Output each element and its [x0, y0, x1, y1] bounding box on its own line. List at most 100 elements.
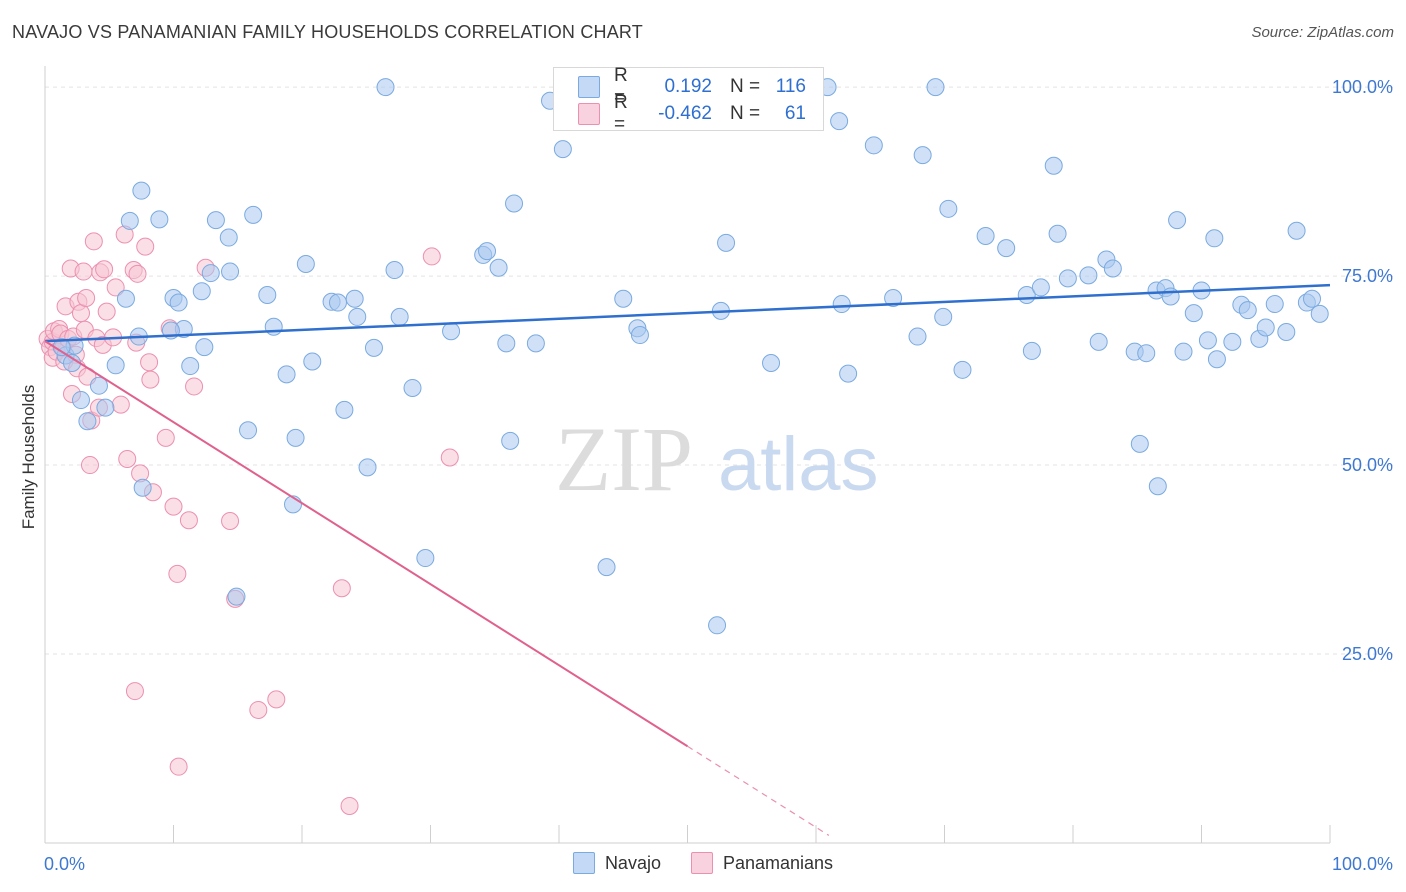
- legend-item-panamanians: Panamanians: [690, 852, 834, 874]
- navajo-point: [1058, 269, 1077, 288]
- panamanians-point: [77, 289, 96, 308]
- chart-title: NAVAJO VS PANAMANIAN FAMILY HOUSEHOLDS C…: [12, 22, 643, 42]
- navajo-point: [708, 616, 727, 635]
- navajo-point: [71, 391, 90, 410]
- navajo-point: [1310, 304, 1329, 323]
- trend-lines: [44, 283, 1331, 836]
- navajo-point: [501, 431, 520, 450]
- navajo-point: [221, 262, 240, 281]
- watermark-atlas: atlas: [718, 422, 879, 507]
- navajo-point: [1287, 221, 1306, 240]
- panamanians-point: [141, 370, 160, 389]
- navajo-point: [1238, 301, 1257, 320]
- navajo-point: [1184, 304, 1203, 323]
- navajo-point: [390, 307, 409, 326]
- panamanians-point: [140, 353, 159, 372]
- navajo-point: [832, 295, 851, 314]
- navajo-point: [296, 254, 315, 273]
- navajo-point: [1265, 295, 1284, 314]
- navajo-point: [244, 205, 263, 224]
- navajo-point: [1148, 477, 1167, 496]
- panamanians-point: [440, 448, 459, 467]
- panamanians-point: [106, 278, 125, 297]
- navajo-point: [403, 378, 422, 397]
- navajo-point: [364, 338, 383, 357]
- y-tick-label: 50.0%: [1342, 455, 1393, 475]
- r-label: R =: [614, 92, 628, 135]
- navajo-point: [630, 326, 649, 345]
- legend-item-navajo: Navajo: [572, 852, 661, 874]
- x-tick-label: 0.0%: [44, 854, 85, 874]
- navajo-point: [1277, 323, 1296, 342]
- navajo-point: [416, 549, 435, 568]
- x-tick-label: 100.0%: [1332, 854, 1393, 874]
- navajo-point: [1044, 156, 1063, 175]
- navajo-point: [934, 307, 953, 326]
- y-axis-title: Family Households: [19, 385, 38, 530]
- panamanians-point: [84, 232, 103, 251]
- navajo-point: [1137, 344, 1156, 363]
- n-value: 61: [784, 103, 806, 124]
- panamanians-point: [80, 456, 99, 475]
- navajo-point: [908, 327, 927, 346]
- navajo-point: [227, 587, 246, 606]
- navajo-point: [239, 421, 258, 440]
- grid-lines: [45, 86, 1395, 655]
- navajo-point: [328, 293, 347, 312]
- navajo-point: [150, 210, 169, 229]
- navajo-point: [939, 199, 958, 218]
- panamanians-point: [71, 304, 90, 323]
- navajo-point: [1303, 289, 1322, 308]
- panamanians-point: [179, 511, 198, 530]
- navajo-point: [78, 412, 97, 431]
- navajo-point: [1205, 229, 1224, 248]
- navajo-trend-line: [44, 283, 1331, 343]
- panamanians-point: [95, 260, 114, 279]
- navajo-point: [953, 360, 972, 379]
- panamanians-point: [185, 377, 204, 396]
- navajo-point: [1130, 434, 1149, 453]
- navajo-point: [717, 233, 736, 252]
- correlation-legend: R = 0.192 N = 116 R = -0.462 N = 61: [553, 65, 824, 135]
- n-value: 116: [775, 76, 806, 97]
- navajo-point: [181, 357, 200, 376]
- navajo-point: [839, 364, 858, 383]
- legend-label: Navajo: [604, 852, 661, 873]
- legend-row-navajo: R = 0.192 N = 116: [578, 65, 806, 108]
- panamanians-point: [267, 690, 286, 709]
- tick-labels: 25.0% 50.0% 75.0% 100.0% 0.0% 100.0%: [44, 77, 1393, 874]
- r-value: -0.462: [658, 103, 712, 124]
- y-tick-label: 100.0%: [1332, 77, 1393, 97]
- navajo-point: [976, 227, 995, 246]
- r-value: 0.192: [664, 76, 712, 97]
- panamanians-point: [168, 564, 187, 583]
- navajo-point: [89, 376, 108, 395]
- legend-row-panamanians: R = -0.462 N = 61: [578, 92, 806, 135]
- navajo-point: [997, 239, 1016, 258]
- navajo-point: [830, 112, 849, 131]
- panamanians-trend-line: [44, 340, 689, 748]
- navajo-point: [303, 352, 322, 371]
- navajo-point: [1207, 350, 1226, 369]
- watermark: ZIP atlas: [555, 408, 879, 510]
- navajo-point: [1168, 211, 1187, 230]
- panamanians-point: [97, 302, 116, 321]
- navajo-point: [1031, 278, 1050, 297]
- navajo-point: [1161, 287, 1180, 306]
- navajo-point: [1103, 259, 1122, 278]
- navajo-point: [192, 282, 211, 301]
- navajo-point: [497, 334, 516, 353]
- navajo-point: [489, 258, 508, 277]
- navajo-point: [1022, 341, 1041, 360]
- navajo-point: [1089, 332, 1108, 351]
- y-tick-label: 25.0%: [1342, 644, 1393, 664]
- panamanians-point: [249, 700, 268, 719]
- navajo-point: [376, 78, 395, 97]
- navajo-point: [385, 261, 404, 280]
- navajo-swatch: [578, 76, 600, 98]
- legend-label: Panamanians: [722, 852, 834, 873]
- y-axis-title-group: Family Households: [19, 385, 38, 530]
- navajo-point: [597, 558, 616, 577]
- navajo-points: [52, 78, 1329, 635]
